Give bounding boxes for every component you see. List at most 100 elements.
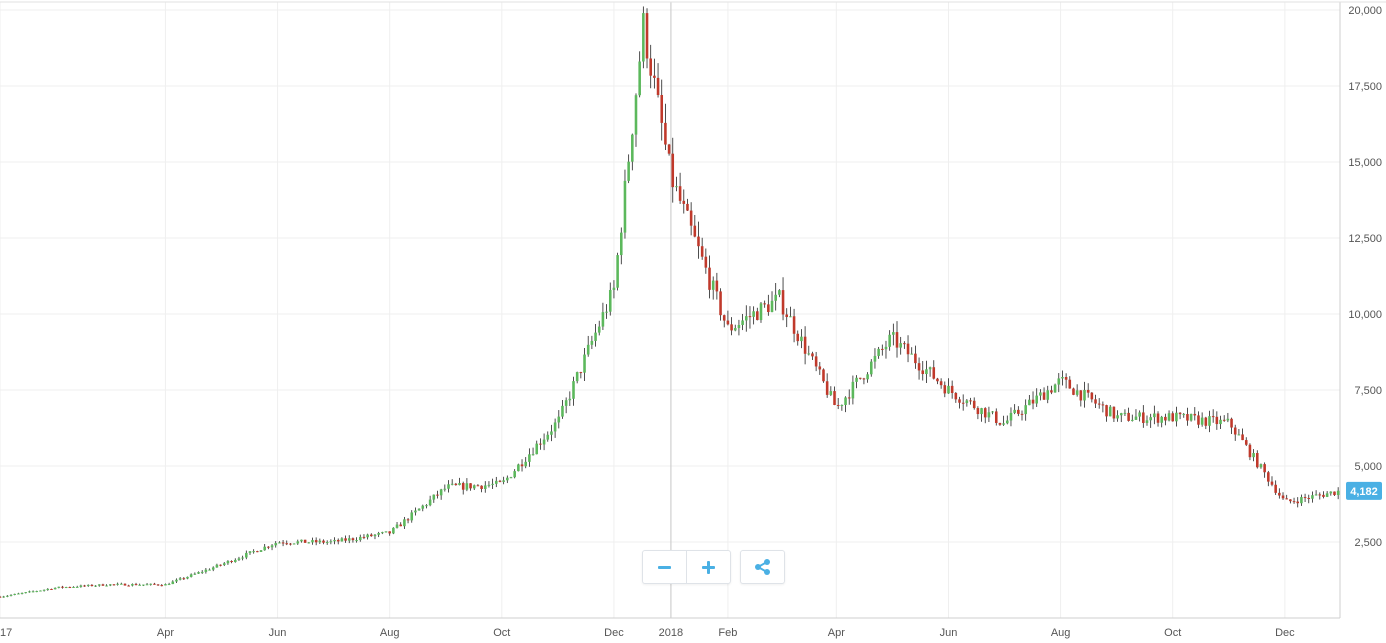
candle[interactable] [1050, 385, 1053, 395]
candle[interactable] [1042, 387, 1046, 400]
candle[interactable] [403, 516, 406, 529]
candle[interactable] [866, 372, 869, 383]
candle[interactable] [447, 480, 450, 493]
candle[interactable] [381, 531, 384, 535]
candle[interactable] [881, 344, 884, 356]
candle[interactable] [461, 481, 465, 495]
candle[interactable] [642, 6, 645, 69]
candle[interactable] [634, 93, 638, 147]
candle[interactable] [1013, 404, 1016, 415]
candle[interactable] [682, 189, 686, 214]
candle[interactable] [1303, 493, 1307, 502]
candle[interactable] [987, 406, 991, 423]
candle[interactable] [1289, 499, 1292, 504]
candle[interactable] [733, 324, 737, 332]
candle[interactable] [105, 584, 108, 587]
candle[interactable] [222, 562, 226, 567]
candle[interactable] [1230, 417, 1233, 435]
candle[interactable] [1248, 443, 1252, 461]
candle[interactable] [1094, 394, 1097, 408]
candle[interactable] [1267, 470, 1270, 487]
candle[interactable] [1255, 450, 1259, 469]
candle[interactable] [568, 391, 572, 406]
candle[interactable] [851, 375, 855, 405]
candle[interactable] [1028, 395, 1031, 406]
candle[interactable] [1237, 428, 1241, 436]
candle[interactable] [789, 306, 792, 318]
candle[interactable] [1105, 404, 1108, 422]
candle[interactable] [704, 248, 708, 274]
candle[interactable] [189, 573, 193, 578]
candle[interactable] [1175, 406, 1178, 427]
candle[interactable] [101, 583, 105, 586]
candle[interactable] [711, 276, 715, 300]
candle[interactable] [1039, 389, 1042, 401]
candle[interactable] [1292, 497, 1296, 504]
candle[interactable] [1090, 392, 1094, 403]
candle[interactable] [1281, 492, 1285, 500]
candle[interactable] [1278, 488, 1281, 499]
candle[interactable] [314, 537, 318, 546]
candle[interactable] [737, 319, 741, 336]
zoom-out-button[interactable] [643, 551, 686, 583]
candle[interactable] [531, 447, 535, 456]
candle[interactable] [296, 539, 300, 545]
candle[interactable] [594, 324, 597, 347]
candle[interactable] [219, 564, 222, 567]
candle[interactable] [822, 368, 825, 383]
candle[interactable] [1222, 415, 1226, 422]
candle[interactable] [719, 288, 722, 321]
candle[interactable] [965, 399, 969, 407]
candle[interactable] [671, 137, 675, 203]
candle[interactable] [358, 534, 362, 542]
candle[interactable] [487, 481, 491, 488]
candle[interactable] [377, 531, 380, 538]
candle[interactable] [256, 550, 259, 553]
candle[interactable] [1086, 383, 1090, 398]
candle[interactable] [906, 335, 910, 363]
candle[interactable] [145, 583, 149, 586]
candle[interactable] [1142, 405, 1145, 428]
candle[interactable] [693, 214, 697, 238]
candle[interactable] [1083, 381, 1086, 408]
candle[interactable] [506, 475, 509, 484]
candle[interactable] [756, 307, 759, 321]
candle[interactable] [112, 584, 116, 586]
candle[interactable] [1233, 424, 1237, 441]
candle[interactable] [781, 277, 785, 321]
candle[interactable] [708, 255, 711, 299]
candle[interactable] [1006, 415, 1009, 425]
candle[interactable] [748, 306, 752, 329]
candle[interactable] [520, 459, 524, 472]
candle[interactable] [439, 488, 443, 500]
candle[interactable] [1046, 385, 1050, 404]
candle[interactable] [245, 550, 248, 560]
candle[interactable] [1285, 494, 1288, 500]
candle[interactable] [388, 531, 391, 536]
candle[interactable] [700, 237, 704, 260]
candle[interactable] [763, 300, 766, 308]
candle[interactable] [825, 373, 829, 398]
candle[interactable] [120, 582, 123, 585]
candle[interactable] [373, 534, 377, 540]
candle[interactable] [969, 397, 972, 405]
candle[interactable] [722, 314, 726, 328]
candle[interactable] [50, 588, 53, 590]
candle[interactable] [932, 360, 936, 380]
candle[interactable] [175, 578, 178, 583]
candle[interactable] [689, 202, 693, 236]
candle[interactable] [844, 396, 847, 413]
candle[interactable] [767, 294, 770, 316]
candle[interactable] [1024, 399, 1027, 421]
candle[interactable] [564, 397, 568, 414]
candle[interactable] [483, 481, 487, 493]
candle[interactable] [678, 172, 682, 204]
candle[interactable] [6, 595, 9, 598]
candle[interactable] [495, 476, 498, 488]
candle[interactable] [1035, 388, 1038, 407]
candle[interactable] [914, 345, 917, 369]
candle[interactable] [899, 336, 902, 355]
candle[interactable] [127, 584, 130, 587]
candle[interactable] [142, 584, 145, 587]
